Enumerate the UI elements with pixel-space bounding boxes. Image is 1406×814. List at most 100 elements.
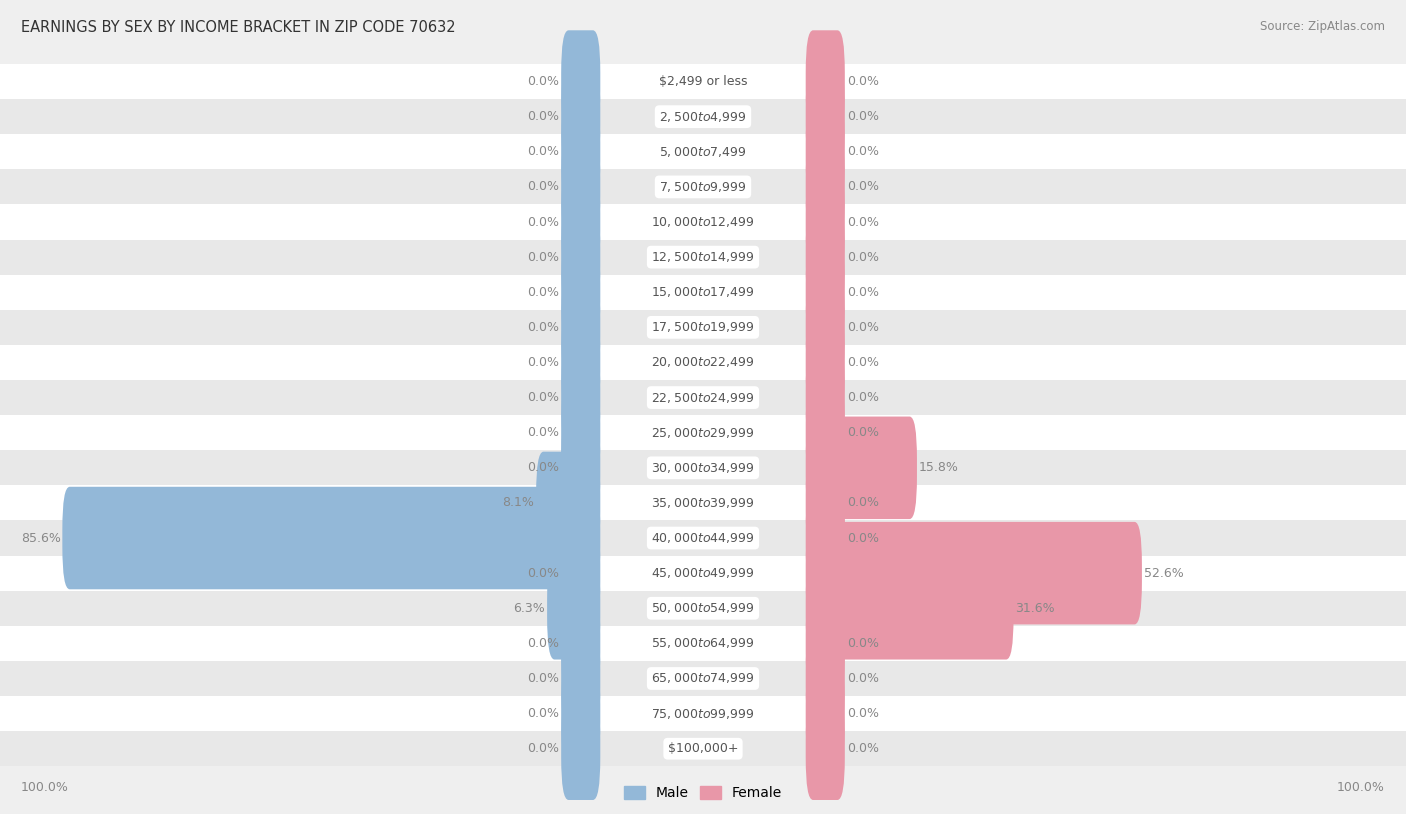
Text: 0.0%: 0.0% (846, 145, 879, 158)
Text: 31.6%: 31.6% (1015, 602, 1054, 615)
FancyBboxPatch shape (0, 99, 1406, 134)
Text: 0.0%: 0.0% (527, 427, 560, 440)
Text: 8.1%: 8.1% (502, 497, 534, 510)
FancyBboxPatch shape (561, 206, 600, 309)
Text: 0.0%: 0.0% (846, 181, 879, 194)
FancyBboxPatch shape (0, 415, 1406, 450)
Text: $100,000+: $100,000+ (668, 742, 738, 755)
Text: $25,000 to $29,999: $25,000 to $29,999 (651, 426, 755, 440)
Text: 6.3%: 6.3% (513, 602, 546, 615)
Text: 0.0%: 0.0% (846, 532, 879, 545)
FancyBboxPatch shape (806, 65, 845, 168)
FancyBboxPatch shape (0, 450, 1406, 485)
Legend: Male, Female: Male, Female (619, 781, 787, 806)
FancyBboxPatch shape (561, 592, 600, 694)
Text: 0.0%: 0.0% (527, 567, 560, 580)
Text: $17,500 to $19,999: $17,500 to $19,999 (651, 321, 755, 335)
FancyBboxPatch shape (806, 487, 845, 589)
FancyBboxPatch shape (806, 382, 845, 484)
FancyBboxPatch shape (0, 169, 1406, 204)
FancyBboxPatch shape (561, 628, 600, 730)
Text: 15.8%: 15.8% (918, 462, 959, 475)
Text: $10,000 to $12,499: $10,000 to $12,499 (651, 215, 755, 229)
FancyBboxPatch shape (806, 522, 1142, 624)
Text: 0.0%: 0.0% (846, 251, 879, 264)
FancyBboxPatch shape (0, 591, 1406, 626)
Text: $65,000 to $74,999: $65,000 to $74,999 (651, 672, 755, 685)
Text: $45,000 to $49,999: $45,000 to $49,999 (651, 567, 755, 580)
FancyBboxPatch shape (62, 487, 600, 589)
Text: 0.0%: 0.0% (527, 251, 560, 264)
Text: 0.0%: 0.0% (846, 321, 879, 334)
Text: 0.0%: 0.0% (846, 742, 879, 755)
Text: 0.0%: 0.0% (846, 427, 879, 440)
FancyBboxPatch shape (0, 520, 1406, 556)
Text: $50,000 to $54,999: $50,000 to $54,999 (651, 602, 755, 615)
Text: $35,000 to $39,999: $35,000 to $39,999 (651, 496, 755, 510)
Text: 0.0%: 0.0% (527, 216, 560, 229)
FancyBboxPatch shape (0, 134, 1406, 169)
Text: 0.0%: 0.0% (846, 391, 879, 404)
Text: 0.0%: 0.0% (527, 462, 560, 475)
Text: 0.0%: 0.0% (846, 216, 879, 229)
FancyBboxPatch shape (0, 556, 1406, 591)
FancyBboxPatch shape (536, 452, 600, 554)
Text: 0.0%: 0.0% (527, 286, 560, 299)
Text: $15,000 to $17,499: $15,000 to $17,499 (651, 285, 755, 300)
FancyBboxPatch shape (0, 274, 1406, 310)
FancyBboxPatch shape (806, 136, 845, 239)
Text: 0.0%: 0.0% (846, 110, 879, 123)
Text: $55,000 to $64,999: $55,000 to $64,999 (651, 637, 755, 650)
FancyBboxPatch shape (806, 346, 845, 449)
FancyBboxPatch shape (806, 452, 845, 554)
Text: $30,000 to $34,999: $30,000 to $34,999 (651, 461, 755, 475)
Text: $75,000 to $99,999: $75,000 to $99,999 (651, 707, 755, 720)
FancyBboxPatch shape (0, 485, 1406, 520)
Text: $2,500 to $4,999: $2,500 to $4,999 (659, 110, 747, 124)
Text: 0.0%: 0.0% (527, 110, 560, 123)
Text: 0.0%: 0.0% (527, 391, 560, 404)
Text: 0.0%: 0.0% (527, 181, 560, 194)
FancyBboxPatch shape (806, 171, 845, 274)
Text: $5,000 to $7,499: $5,000 to $7,499 (659, 145, 747, 159)
FancyBboxPatch shape (0, 310, 1406, 345)
Text: 0.0%: 0.0% (527, 742, 560, 755)
FancyBboxPatch shape (0, 626, 1406, 661)
FancyBboxPatch shape (806, 100, 845, 203)
Text: 0.0%: 0.0% (846, 356, 879, 369)
Text: 0.0%: 0.0% (527, 145, 560, 158)
Text: 0.0%: 0.0% (527, 75, 560, 88)
Text: 0.0%: 0.0% (527, 321, 560, 334)
FancyBboxPatch shape (806, 276, 845, 379)
FancyBboxPatch shape (547, 557, 600, 659)
FancyBboxPatch shape (561, 241, 600, 344)
Text: 0.0%: 0.0% (846, 286, 879, 299)
Text: $22,500 to $24,999: $22,500 to $24,999 (651, 391, 755, 405)
Text: 85.6%: 85.6% (21, 532, 60, 545)
FancyBboxPatch shape (806, 663, 845, 765)
FancyBboxPatch shape (561, 417, 600, 519)
FancyBboxPatch shape (806, 592, 845, 694)
Text: Source: ZipAtlas.com: Source: ZipAtlas.com (1260, 20, 1385, 33)
FancyBboxPatch shape (561, 311, 600, 414)
Text: $2,499 or less: $2,499 or less (659, 75, 747, 88)
FancyBboxPatch shape (561, 171, 600, 274)
Text: 100.0%: 100.0% (1337, 781, 1385, 794)
FancyBboxPatch shape (806, 557, 1014, 659)
FancyBboxPatch shape (806, 417, 917, 519)
FancyBboxPatch shape (0, 204, 1406, 239)
FancyBboxPatch shape (0, 380, 1406, 415)
Text: 100.0%: 100.0% (21, 781, 69, 794)
FancyBboxPatch shape (806, 30, 845, 133)
FancyBboxPatch shape (806, 698, 845, 800)
Text: EARNINGS BY SEX BY INCOME BRACKET IN ZIP CODE 70632: EARNINGS BY SEX BY INCOME BRACKET IN ZIP… (21, 20, 456, 35)
FancyBboxPatch shape (806, 628, 845, 730)
Text: 0.0%: 0.0% (527, 672, 560, 685)
FancyBboxPatch shape (0, 64, 1406, 99)
FancyBboxPatch shape (561, 382, 600, 484)
FancyBboxPatch shape (561, 30, 600, 133)
FancyBboxPatch shape (561, 522, 600, 624)
FancyBboxPatch shape (561, 698, 600, 800)
Text: $40,000 to $44,999: $40,000 to $44,999 (651, 531, 755, 545)
FancyBboxPatch shape (0, 661, 1406, 696)
